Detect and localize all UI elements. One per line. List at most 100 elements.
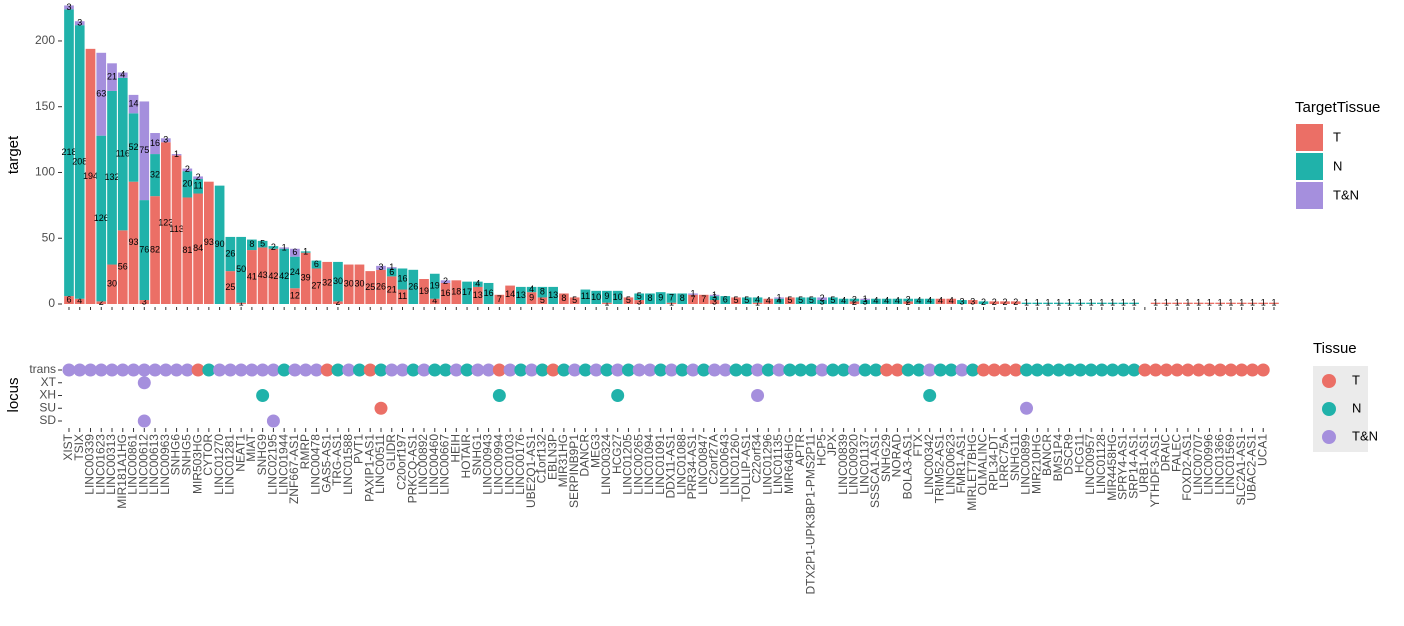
- bar-segment: [311, 268, 322, 304]
- legend-key: [1322, 430, 1336, 444]
- value-label: 5: [798, 295, 803, 305]
- bar-segment: [580, 289, 591, 304]
- bar-segment: [171, 155, 182, 304]
- value-label: 14: [505, 289, 515, 299]
- x-tick-label: DANCR: [578, 434, 592, 477]
- value-label: 43: [258, 270, 268, 280]
- bar-segment: [96, 135, 107, 302]
- value-label: 1: [1207, 298, 1212, 308]
- value-label: 132: [104, 172, 119, 182]
- x-tick-label: LRRC75A: [997, 434, 1011, 488]
- value-label: 1: [1228, 298, 1233, 308]
- value-label: 5: [572, 295, 577, 305]
- value-label: 3: [820, 296, 825, 306]
- value-label: 25: [225, 282, 235, 292]
- x-tick-label: CYTOR: [201, 434, 215, 476]
- value-label: 6: [292, 247, 297, 257]
- dot: [449, 363, 463, 377]
- legend-key: [1322, 402, 1336, 416]
- value-label: 1: [1024, 298, 1029, 308]
- bar-segment: [397, 268, 408, 290]
- value-label: 4: [766, 296, 771, 306]
- bar-segment: [150, 154, 160, 197]
- dot: [568, 363, 582, 377]
- bar-segment: [290, 288, 300, 304]
- value-label: 2: [185, 164, 190, 174]
- bar-segment: [903, 301, 914, 304]
- dot: [1020, 401, 1034, 415]
- value-label: 8: [647, 293, 652, 303]
- bar-segment: [1269, 302, 1279, 304]
- dot: [73, 363, 87, 377]
- bar-segment: [1043, 302, 1053, 304]
- x-tick-label: PAXIP1-AS1: [362, 434, 376, 502]
- x-tick-label: FMR1-AS1: [954, 434, 968, 494]
- value-label: 7: [669, 292, 674, 302]
- dot: [482, 363, 496, 377]
- x-tick-label: APTR: [793, 434, 807, 466]
- bar-segment: [924, 298, 935, 304]
- dot: [1030, 363, 1044, 377]
- bar-segment: [774, 297, 784, 299]
- dot: [159, 363, 173, 377]
- x-tick-label: DDX11-AS1: [664, 434, 678, 499]
- value-label: 50: [236, 264, 246, 274]
- bar-segment: [731, 297, 741, 304]
- dot: [342, 363, 356, 377]
- bar-segment: [1075, 302, 1086, 304]
- value-label: 4: [475, 279, 480, 289]
- bar-segment: [171, 154, 182, 156]
- dot: [600, 363, 614, 377]
- bar-segment: [311, 260, 322, 269]
- bar-segment: [537, 297, 548, 304]
- value-label: 8: [540, 287, 545, 297]
- dot: [1192, 363, 1206, 377]
- x-tick-label: NORAD: [890, 434, 904, 478]
- bar-segment: [386, 276, 397, 304]
- y-tick-label: XT: [41, 375, 57, 389]
- x-tick-label: BANCR: [1040, 434, 1054, 476]
- x-tick-label: HCG11: [1072, 434, 1086, 473]
- value-label: 1: [1132, 298, 1137, 308]
- value-label: 1: [1164, 298, 1169, 308]
- value-label: 1: [1035, 298, 1040, 308]
- x-tick-label: LINC01088: [674, 434, 688, 495]
- x-tick-label: LINC01128: [1094, 434, 1108, 494]
- x-tick-label: C2orf27A: [707, 434, 721, 485]
- value-label: 4: [777, 296, 782, 306]
- legend-label: T: [1352, 372, 1360, 387]
- dot: [944, 363, 958, 377]
- dot: [137, 376, 151, 390]
- value-label: 2: [196, 172, 201, 182]
- x-tick-label: SERPINB9P1: [567, 434, 581, 508]
- bar-segment: [419, 279, 429, 304]
- bar-segment: [182, 197, 193, 304]
- dot: [729, 363, 743, 377]
- x-tick-label: SNHG9: [255, 434, 269, 476]
- bar-segment: [386, 268, 397, 277]
- x-tick-label: YTHDF3-AS1: [1148, 434, 1162, 508]
- value-label: 3: [163, 135, 168, 145]
- dot: [439, 363, 453, 377]
- value-label: 9: [658, 292, 663, 302]
- bar-segment: [1150, 302, 1161, 304]
- value-label: 1: [1218, 298, 1223, 308]
- value-label: 4: [949, 296, 954, 306]
- value-label: 2: [99, 297, 104, 307]
- value-label: 75: [139, 145, 149, 155]
- bar-segment: [1000, 301, 1010, 304]
- x-tick-label: LINC00612: [136, 434, 150, 495]
- x-tick-label: OLMALINC: [976, 434, 990, 496]
- value-label: 208: [72, 156, 87, 166]
- value-label: 4: [529, 284, 534, 294]
- bar-segment: [472, 281, 483, 287]
- value-label: 7: [690, 294, 695, 304]
- dot: [1245, 363, 1259, 377]
- value-label: 2: [443, 276, 448, 286]
- value-label: 82: [150, 244, 160, 254]
- dot: [471, 363, 485, 377]
- dot: [1149, 363, 1163, 377]
- dot: [492, 363, 506, 377]
- dot: [686, 363, 700, 377]
- dot: [772, 363, 786, 377]
